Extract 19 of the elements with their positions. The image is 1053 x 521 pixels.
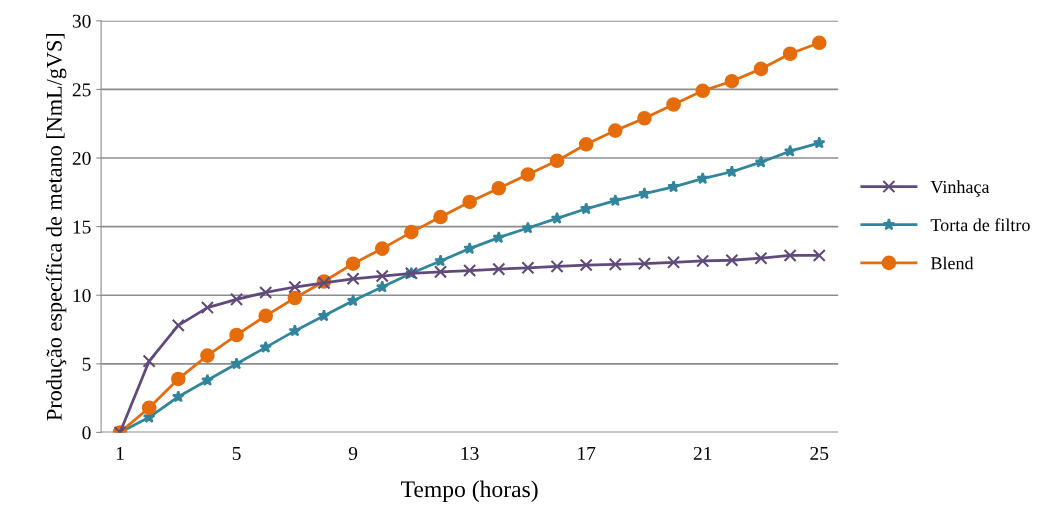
y-tick-label: 15	[73, 220, 91, 234]
x-tick-label: 13	[461, 446, 479, 460]
x-tick-label: 5	[232, 447, 241, 460]
y-tick-label: 10	[73, 289, 91, 303]
y-tick-label: 25	[72, 83, 91, 97]
y-tick-label: 30	[72, 14, 91, 28]
y-tick-label: 0	[82, 426, 91, 440]
x-tick-label: 21	[693, 446, 712, 460]
x-tick-label: 17	[578, 446, 596, 460]
x-tick-label: 1	[116, 446, 124, 460]
legend-label: Torta de filtro	[930, 218, 1030, 232]
y-axis-title: Produção específica de metano [NmL/gVS]	[45, 33, 67, 421]
x-tick-label: 9	[348, 446, 358, 460]
x-tick-label: 25	[810, 446, 829, 460]
y-tick-label: 5	[82, 357, 91, 371]
x-axis-title: Tempo (horas)	[401, 480, 538, 503]
y-tick-label: 20	[72, 151, 91, 165]
legend-label: Blend	[930, 256, 974, 270]
legend-label: Vinhaça	[930, 180, 990, 197]
